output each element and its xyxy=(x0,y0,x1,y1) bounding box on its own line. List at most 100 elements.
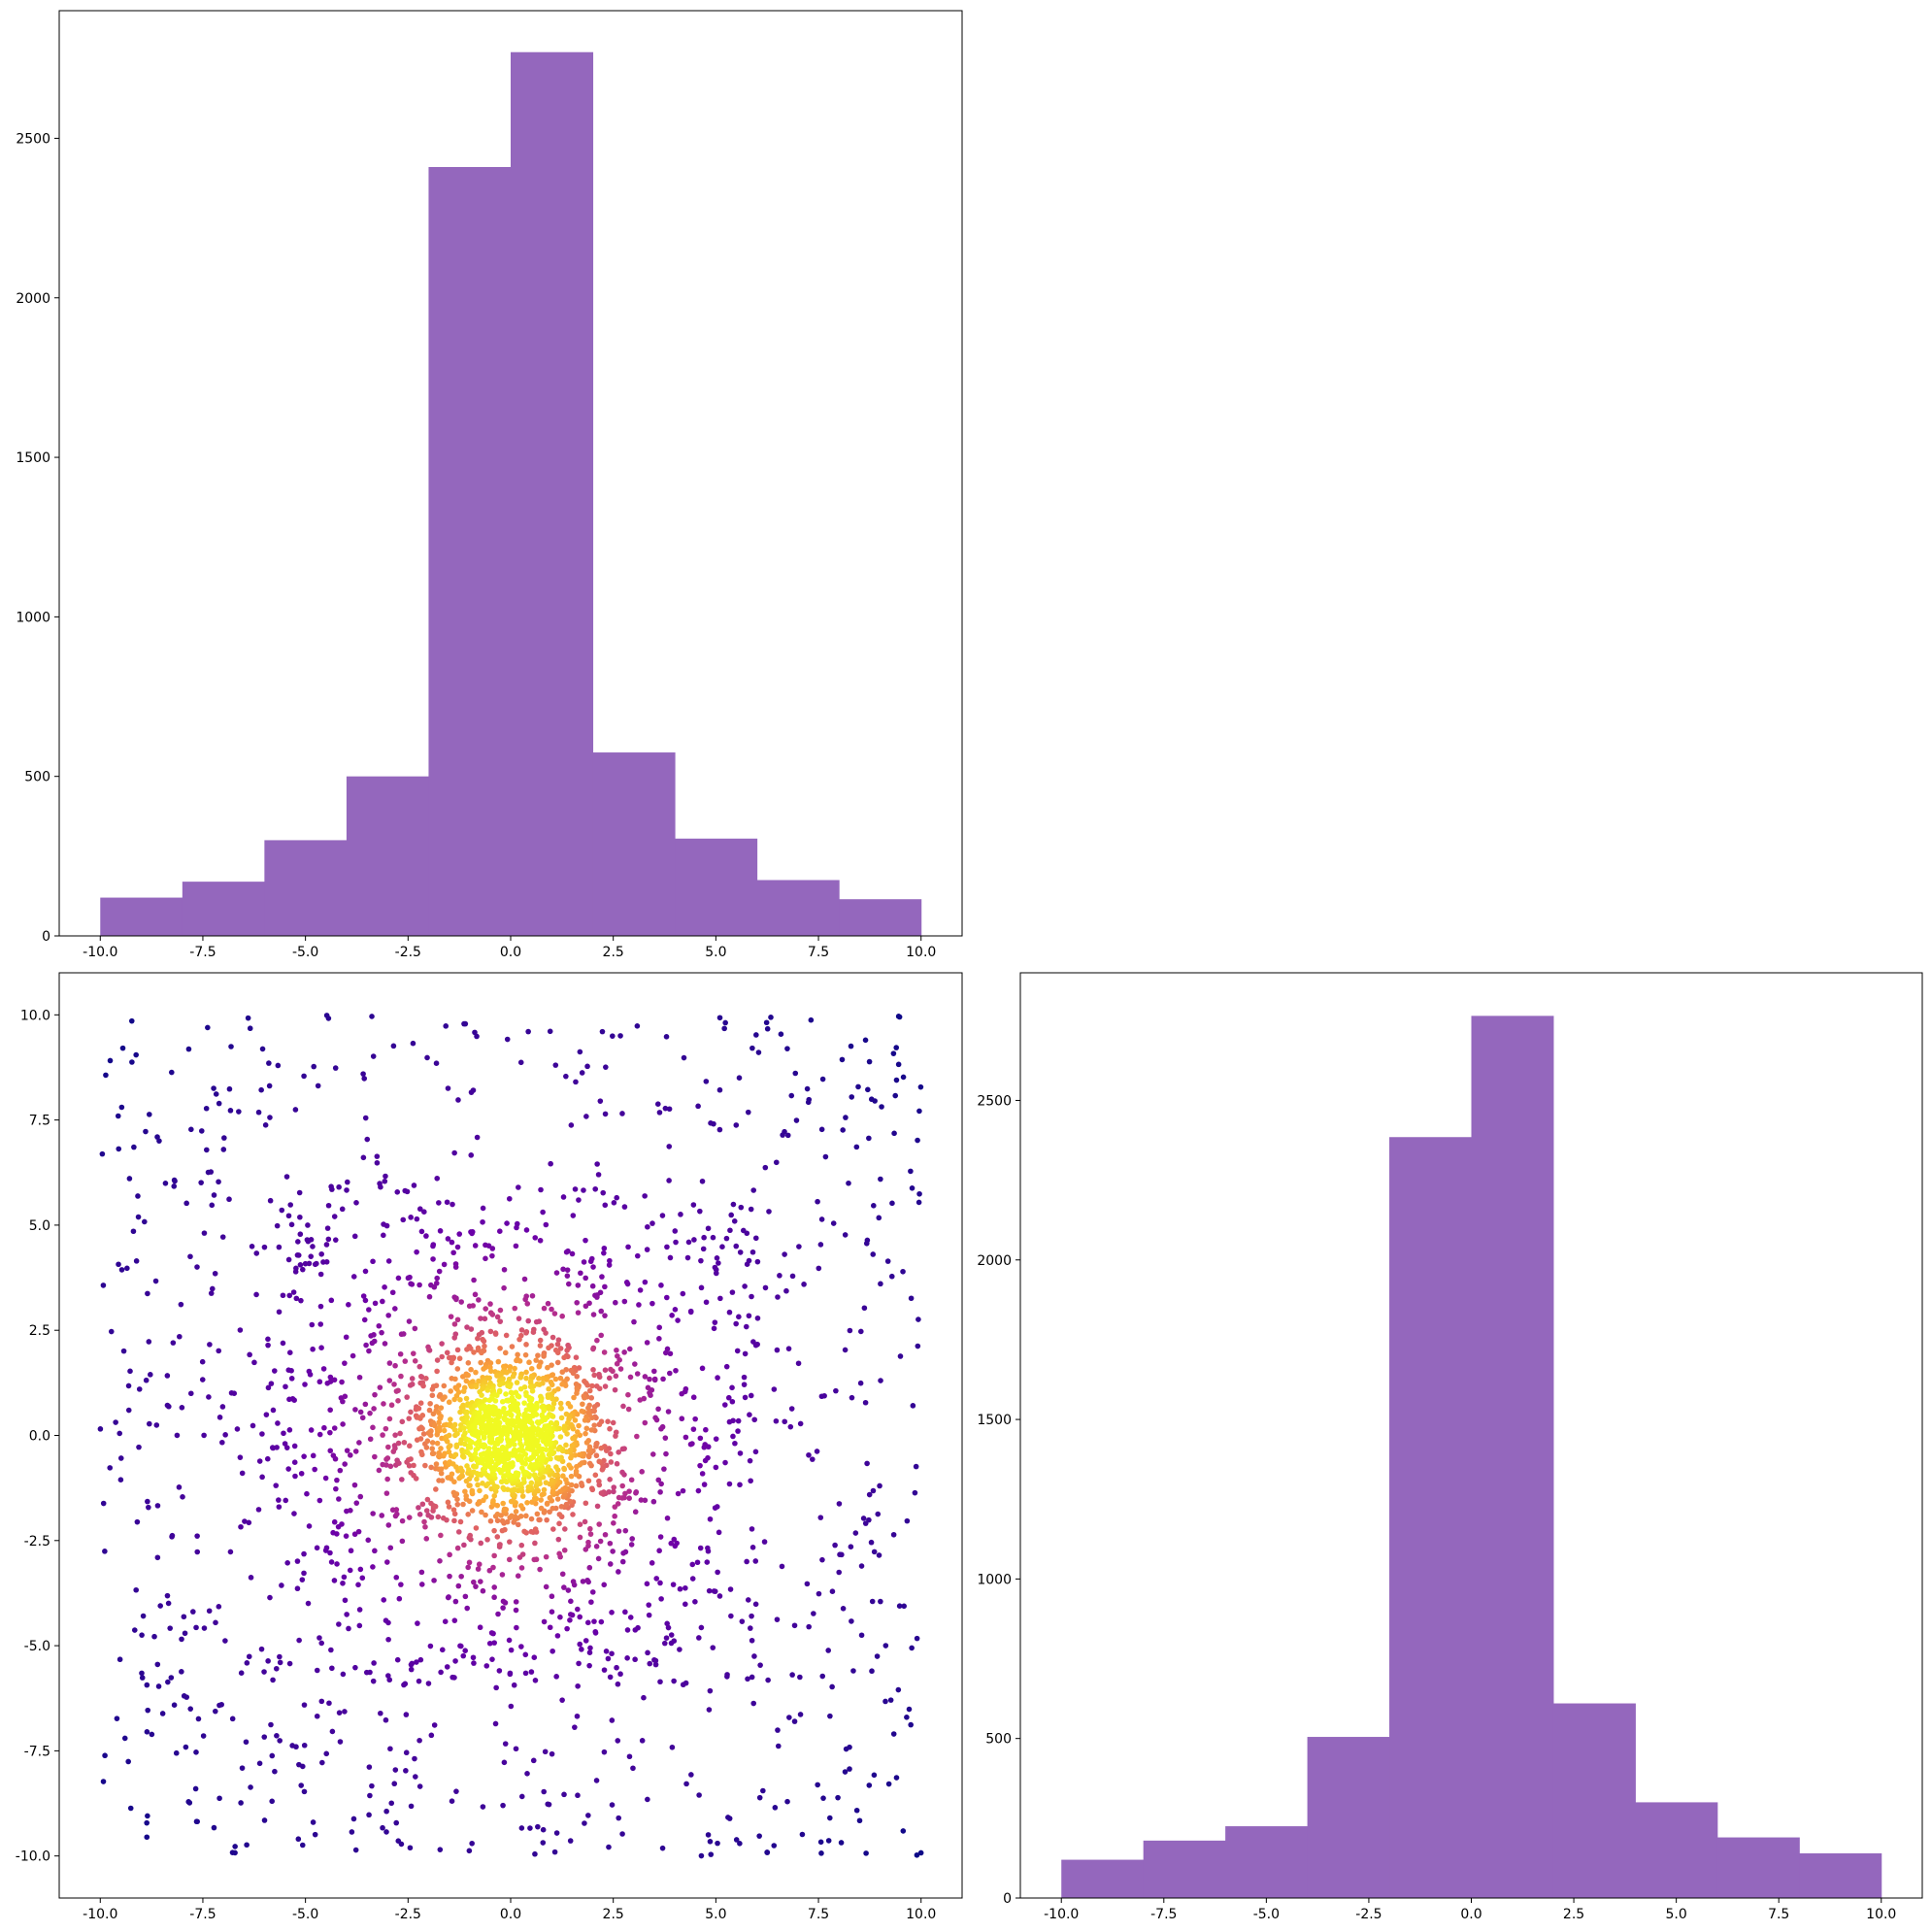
scatter-point xyxy=(228,1044,234,1049)
scatter-point xyxy=(317,1321,324,1327)
scatter-point xyxy=(563,1501,570,1508)
scatter-point xyxy=(314,1545,320,1551)
scatter-point xyxy=(632,1361,638,1367)
scatter-point xyxy=(602,1367,609,1374)
scatter-point xyxy=(410,1040,416,1047)
scatter-point xyxy=(678,1212,683,1217)
scatter-point xyxy=(108,1328,115,1335)
scatter-point xyxy=(571,1394,577,1401)
scatter-point xyxy=(527,1397,533,1404)
scatter-point xyxy=(876,1552,882,1558)
scatter-point xyxy=(742,1283,748,1289)
x-tick-label: 2.5 xyxy=(603,945,624,960)
scatter-point xyxy=(659,1213,666,1218)
scatter-point xyxy=(658,1425,664,1432)
scatter-point xyxy=(532,1235,539,1241)
scatter-point xyxy=(563,1411,570,1417)
scatter-point xyxy=(187,1706,194,1712)
scatter-point xyxy=(371,1332,377,1338)
scatter-point xyxy=(424,1496,431,1503)
scatter-point xyxy=(849,1394,855,1401)
scatter-point xyxy=(346,1625,351,1632)
scatter-point xyxy=(465,1372,471,1379)
y-tick-label: 500 xyxy=(24,770,50,785)
scatter-point xyxy=(429,1386,436,1392)
x-tick-label: 10.0 xyxy=(906,945,936,960)
scatter-point xyxy=(581,1259,587,1265)
scatter-point xyxy=(737,1450,744,1456)
scatter-point xyxy=(637,1397,644,1403)
scatter-point xyxy=(292,1107,299,1113)
scatter-point xyxy=(323,1258,330,1265)
scatter-point xyxy=(748,1392,754,1399)
scatter-point xyxy=(444,1199,450,1206)
scatter-point xyxy=(417,1400,424,1406)
scatter-point xyxy=(575,1606,581,1613)
scatter-point xyxy=(419,1501,426,1508)
scatter-point xyxy=(177,1333,183,1340)
x-tick-label: 2.5 xyxy=(1563,1907,1584,1922)
scatter-point xyxy=(624,1281,631,1287)
scatter-point xyxy=(441,1382,448,1389)
scatter-point xyxy=(697,1462,703,1469)
scatter-point xyxy=(467,1346,474,1351)
scatter-point xyxy=(497,1382,503,1388)
scatter-point xyxy=(526,1402,532,1409)
scatter-point xyxy=(201,1625,208,1631)
scatter-point xyxy=(843,1115,849,1120)
scatter-point xyxy=(599,1028,606,1035)
scatter-point xyxy=(549,1648,555,1654)
scatter-point xyxy=(477,1487,483,1494)
scatter-point xyxy=(692,1416,698,1422)
scatter-point xyxy=(502,1526,508,1533)
scatter-point xyxy=(775,1743,782,1749)
scatter-point xyxy=(323,1242,330,1248)
scatter-point xyxy=(438,1405,445,1411)
x-tick-label: -5.0 xyxy=(292,945,318,960)
scatter-point xyxy=(311,1063,317,1070)
scatter-point xyxy=(521,1276,528,1282)
scatter-point xyxy=(245,1015,251,1021)
scatter-point xyxy=(211,1192,217,1198)
scatter-point xyxy=(328,1297,335,1304)
histogram-bar xyxy=(182,882,265,936)
scatter-point xyxy=(446,1449,452,1455)
scatter-point xyxy=(596,1421,603,1428)
scatter-point xyxy=(130,1228,137,1235)
scatter-point xyxy=(552,1376,559,1382)
scatter-point xyxy=(721,1025,727,1032)
scatter-point xyxy=(694,1559,701,1566)
scatter-point xyxy=(422,1462,428,1469)
scatter-point xyxy=(874,1653,881,1659)
scatter-point xyxy=(601,1667,608,1673)
scatter-point xyxy=(246,1519,252,1526)
scatter-point xyxy=(574,1373,581,1380)
scatter-point xyxy=(445,1236,451,1242)
scatter-point xyxy=(516,1336,522,1343)
scatter-point xyxy=(583,1430,588,1437)
scatter-point xyxy=(391,1781,398,1787)
scatter-point xyxy=(462,1020,469,1027)
scatter-point xyxy=(725,1394,732,1401)
scatter-point xyxy=(614,1194,620,1201)
scatter-point xyxy=(669,1313,675,1318)
scatter-point xyxy=(384,1476,390,1482)
scatter-point xyxy=(343,1533,350,1539)
scatter-point xyxy=(418,1569,425,1576)
scatter-point xyxy=(308,1253,315,1259)
scatter-point xyxy=(124,1265,130,1272)
y-tick-label: 2500 xyxy=(16,131,50,147)
scatter-point xyxy=(579,1408,585,1415)
scatter-point xyxy=(652,1661,659,1668)
scatter-point xyxy=(818,1216,825,1222)
scatter-point xyxy=(120,1348,127,1354)
scatter-point xyxy=(231,1390,238,1396)
scatter-point xyxy=(632,1656,638,1663)
scatter-point xyxy=(691,1237,697,1243)
scatter-point xyxy=(453,1491,460,1497)
scatter-point xyxy=(460,1454,467,1460)
scatter-point xyxy=(891,1130,897,1137)
scatter-point xyxy=(455,1097,461,1103)
scatter-point xyxy=(146,1504,151,1511)
scatter-point xyxy=(557,1375,564,1382)
